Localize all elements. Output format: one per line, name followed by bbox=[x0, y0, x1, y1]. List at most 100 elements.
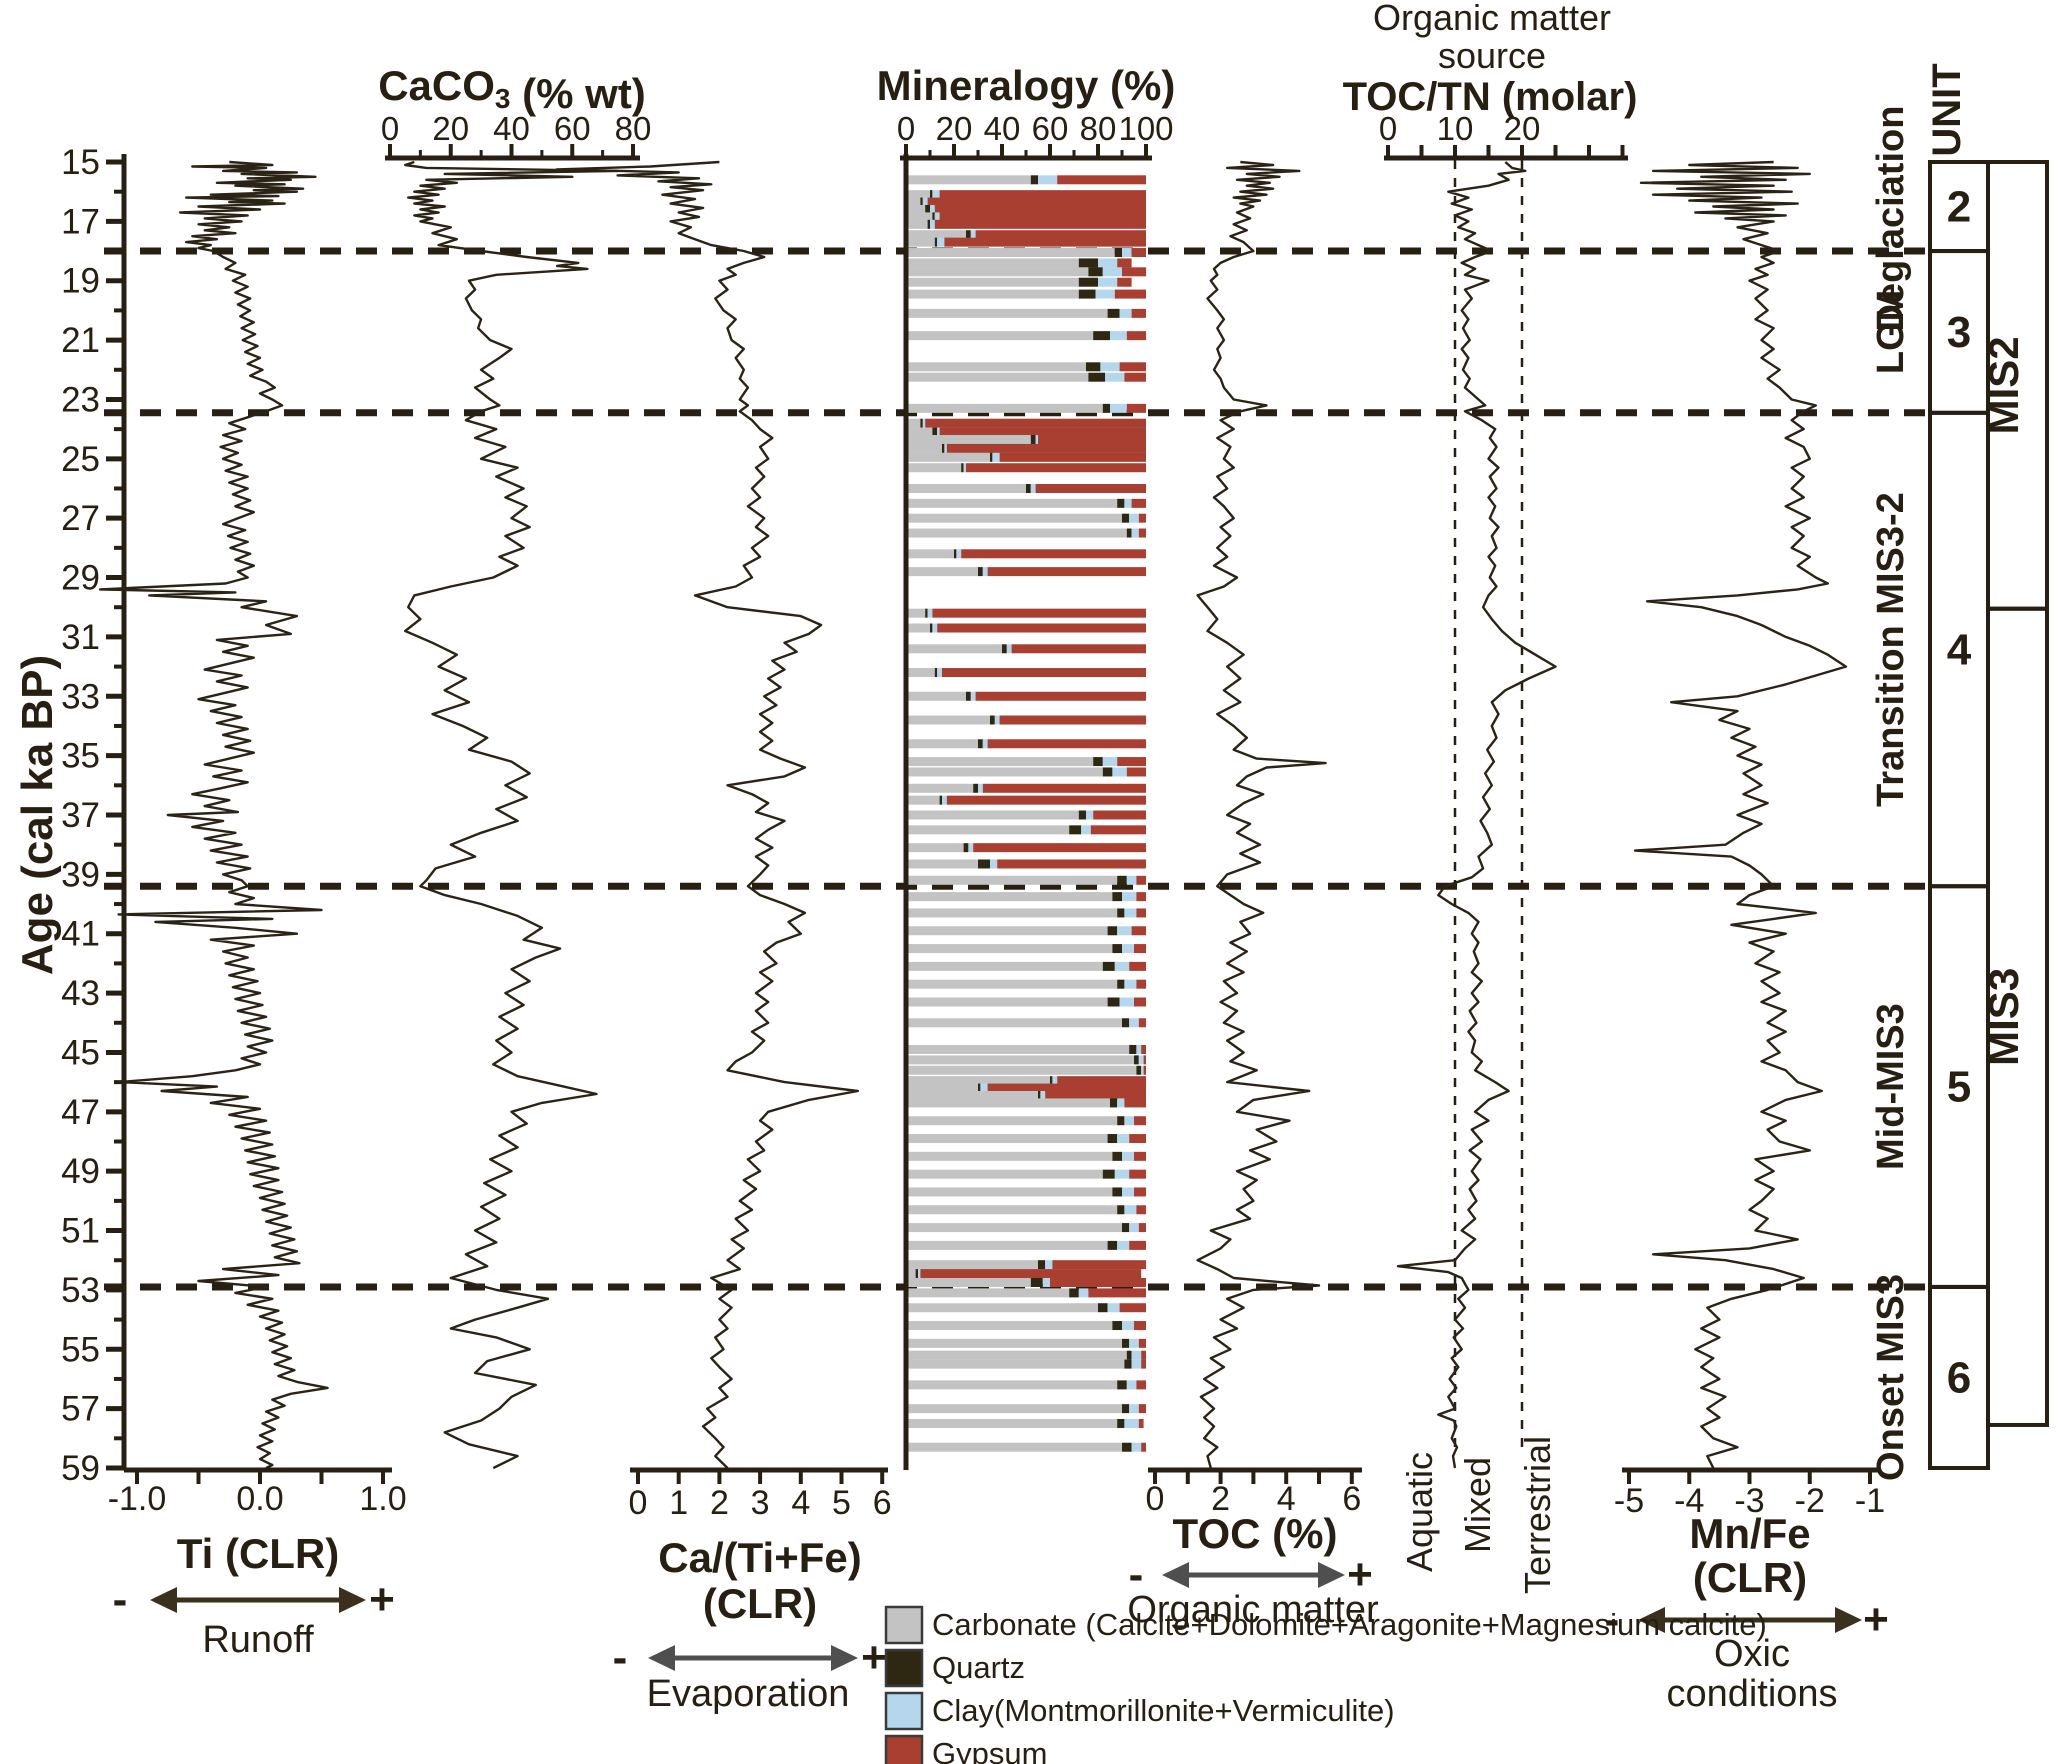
mineralogy-bar-gypsum bbox=[1141, 1350, 1146, 1360]
mineralogy-bar-carbonate bbox=[906, 668, 935, 678]
mineralogy-tick-label: 80 bbox=[1080, 110, 1117, 147]
mineralogy-bar-quartz bbox=[942, 443, 945, 453]
mineralogy-bar-carbonate bbox=[906, 843, 964, 853]
mineralogy-bar-quartz bbox=[1112, 1321, 1122, 1331]
mn-fe-curve bbox=[1633, 160, 1848, 1469]
mineralogy-bar-carbonate bbox=[906, 623, 930, 633]
mineralogy-bar-quartz bbox=[939, 795, 942, 805]
mineralogy-bar-gypsum bbox=[1117, 277, 1132, 287]
mineralogy-bar-quartz bbox=[1112, 944, 1122, 954]
oxic-arrow-right-arrowhead-icon bbox=[1835, 1607, 1862, 1633]
mineralogy-bar-quartz bbox=[932, 212, 935, 222]
zone-label-lgm: LGM bbox=[1870, 290, 1912, 374]
mineralogy-bar-gypsum bbox=[961, 549, 1146, 559]
mineralogy-bar-carbonate bbox=[906, 1055, 1134, 1065]
mineralogy-bar-gypsum bbox=[1136, 875, 1146, 885]
mineralogy-bar-carbonate bbox=[906, 1098, 1110, 1108]
mineralogy-bar-carbonate bbox=[906, 463, 962, 473]
mineralogy-bar-quartz bbox=[1107, 926, 1118, 936]
age-tick-label: 35 bbox=[61, 737, 100, 776]
mineralogy-bar-clay bbox=[992, 452, 1000, 462]
mineralogy-bar-clay bbox=[1124, 1116, 1134, 1126]
mineralogy-bar-quartz bbox=[1117, 498, 1125, 508]
evaporation-caption: Evaporation bbox=[647, 1673, 850, 1715]
mineralogy-bar-carbonate bbox=[906, 549, 954, 559]
mineralogy-bar-carbonate bbox=[906, 908, 1118, 918]
ti-title: Ti (CLR) bbox=[177, 1530, 340, 1577]
mis-label: MIS3 bbox=[1980, 968, 2027, 1066]
mineralogy-bar-carbonate bbox=[906, 204, 926, 214]
legend-swatch-gypsum bbox=[884, 1734, 924, 1764]
mineralogy-bar-gypsum bbox=[1134, 944, 1146, 954]
mineralogy-bar-gypsum bbox=[1088, 1288, 1146, 1298]
mineralogy-bar-carbonate bbox=[906, 1380, 1118, 1390]
mineralogy-bar-carbonate bbox=[906, 1269, 916, 1279]
mineralogy-bar-carbonate bbox=[906, 1169, 1103, 1179]
mineralogy-bar-gypsum bbox=[1057, 175, 1146, 185]
mineralogy-bar-clay bbox=[1124, 908, 1137, 918]
mineralogy-bar-carbonate bbox=[906, 190, 930, 200]
mineralogy-title: Mineralogy (%) bbox=[877, 62, 1176, 109]
mineralogy-bar-quartz bbox=[1122, 1442, 1132, 1452]
mineralogy-bar-carbonate bbox=[906, 277, 1079, 287]
mineralogy-bar-gypsum bbox=[939, 212, 1146, 222]
mineralogy-bar-carbonate bbox=[906, 783, 974, 793]
mineralogy-bar-gypsum bbox=[932, 608, 1146, 618]
mineralogy-bar-clay bbox=[1042, 1277, 1050, 1287]
legend-swatch-quartz bbox=[884, 1648, 924, 1688]
mineralogy-bar-quartz bbox=[932, 427, 938, 437]
legend-label-quartz: Quartz bbox=[932, 1650, 1025, 1685]
mineralogy-bar-clay bbox=[1052, 1076, 1058, 1086]
age-tick-label: 39 bbox=[61, 855, 100, 894]
mineralogy-bar-clay bbox=[1131, 1359, 1142, 1369]
mineralogy-bar-clay bbox=[922, 197, 928, 207]
mineralogy-bar-gypsum bbox=[925, 418, 1146, 428]
mineralogy-bar-quartz bbox=[1117, 1418, 1125, 1428]
ti-tick-label: -1.0 bbox=[108, 1480, 167, 1518]
mineralogy-bar-quartz bbox=[1124, 1359, 1132, 1369]
mineralogy-bar-clay bbox=[963, 463, 966, 473]
mineralogy-bar-carbonate bbox=[906, 1018, 1122, 1028]
mineralogy-bar-gypsum bbox=[1138, 528, 1146, 538]
mn-fe-tick-label: -3 bbox=[1734, 1482, 1764, 1520]
mineralogy-tick-label: 100 bbox=[1118, 110, 1173, 147]
mineralogy-bar-clay bbox=[1122, 892, 1137, 902]
caco3-tick-label: 40 bbox=[493, 110, 530, 147]
mineralogy-bar-gypsum bbox=[1136, 908, 1146, 918]
mineralogy-bar-clay bbox=[944, 443, 947, 453]
mineralogy-bar-clay bbox=[994, 715, 1000, 725]
mineralogy-bar-carbonate bbox=[906, 810, 1079, 820]
mineralogy-bar-quartz bbox=[1117, 979, 1125, 989]
mineralogy-bar-clay bbox=[1112, 767, 1127, 777]
mineralogy-bar-clay bbox=[927, 608, 933, 618]
mineralogy-bar-gypsum bbox=[1129, 1240, 1146, 1250]
toc-tick-label: 6 bbox=[1342, 1480, 1361, 1518]
mineralogy-bar-quartz bbox=[1093, 757, 1103, 767]
mineralogy-bar-gypsum bbox=[1134, 1187, 1146, 1197]
age-tick-label: 51 bbox=[61, 1212, 100, 1251]
mineralogy-bar-carbonate bbox=[906, 1116, 1118, 1126]
unit-number: 4 bbox=[1947, 626, 1972, 675]
mn-fe-tick-label: -4 bbox=[1674, 1482, 1704, 1520]
mineralogy-bar-carbonate bbox=[906, 1442, 1122, 1452]
mineralogy-bar-carbonate bbox=[906, 528, 1127, 538]
mineralogy-bar-quartz bbox=[978, 1083, 981, 1093]
mineralogy-bar-clay bbox=[1117, 926, 1132, 936]
mineralogy-bar-clay bbox=[1086, 810, 1094, 820]
mineralogy-bar-clay bbox=[1126, 875, 1137, 885]
mineralogy-bar-clay bbox=[1105, 372, 1125, 382]
mineralogy-bar-carbonate bbox=[906, 237, 935, 247]
toc-tn-curve bbox=[1396, 161, 1557, 1469]
mineralogy-bar-carbonate bbox=[906, 961, 1103, 971]
mineralogy-bar-gypsum bbox=[1143, 1065, 1146, 1075]
mn-fe-title: Mn/Fe bbox=[1689, 1510, 1810, 1557]
mineralogy-bar-gypsum bbox=[966, 463, 1146, 473]
mineralogy-bar-carbonate bbox=[906, 418, 921, 428]
mineralogy-bar-carbonate bbox=[906, 427, 933, 437]
mineralogy-bar-carbonate bbox=[906, 795, 940, 805]
mineralogy-bar-gypsum bbox=[1138, 1418, 1144, 1428]
oxic-arrow-left-arrowhead-icon bbox=[1638, 1607, 1665, 1633]
mineralogy-bar-clay bbox=[1124, 1205, 1137, 1215]
mineralogy-bar-gypsum bbox=[1124, 1098, 1146, 1108]
